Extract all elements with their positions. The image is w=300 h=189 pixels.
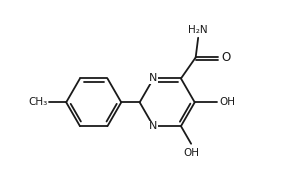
Text: H₂N: H₂N (188, 25, 208, 35)
Text: OH: OH (184, 147, 200, 157)
Text: O: O (221, 51, 231, 64)
Text: N: N (149, 121, 158, 131)
Text: N: N (149, 74, 158, 84)
Text: CH₃: CH₃ (28, 97, 47, 107)
Text: OH: OH (219, 97, 235, 107)
